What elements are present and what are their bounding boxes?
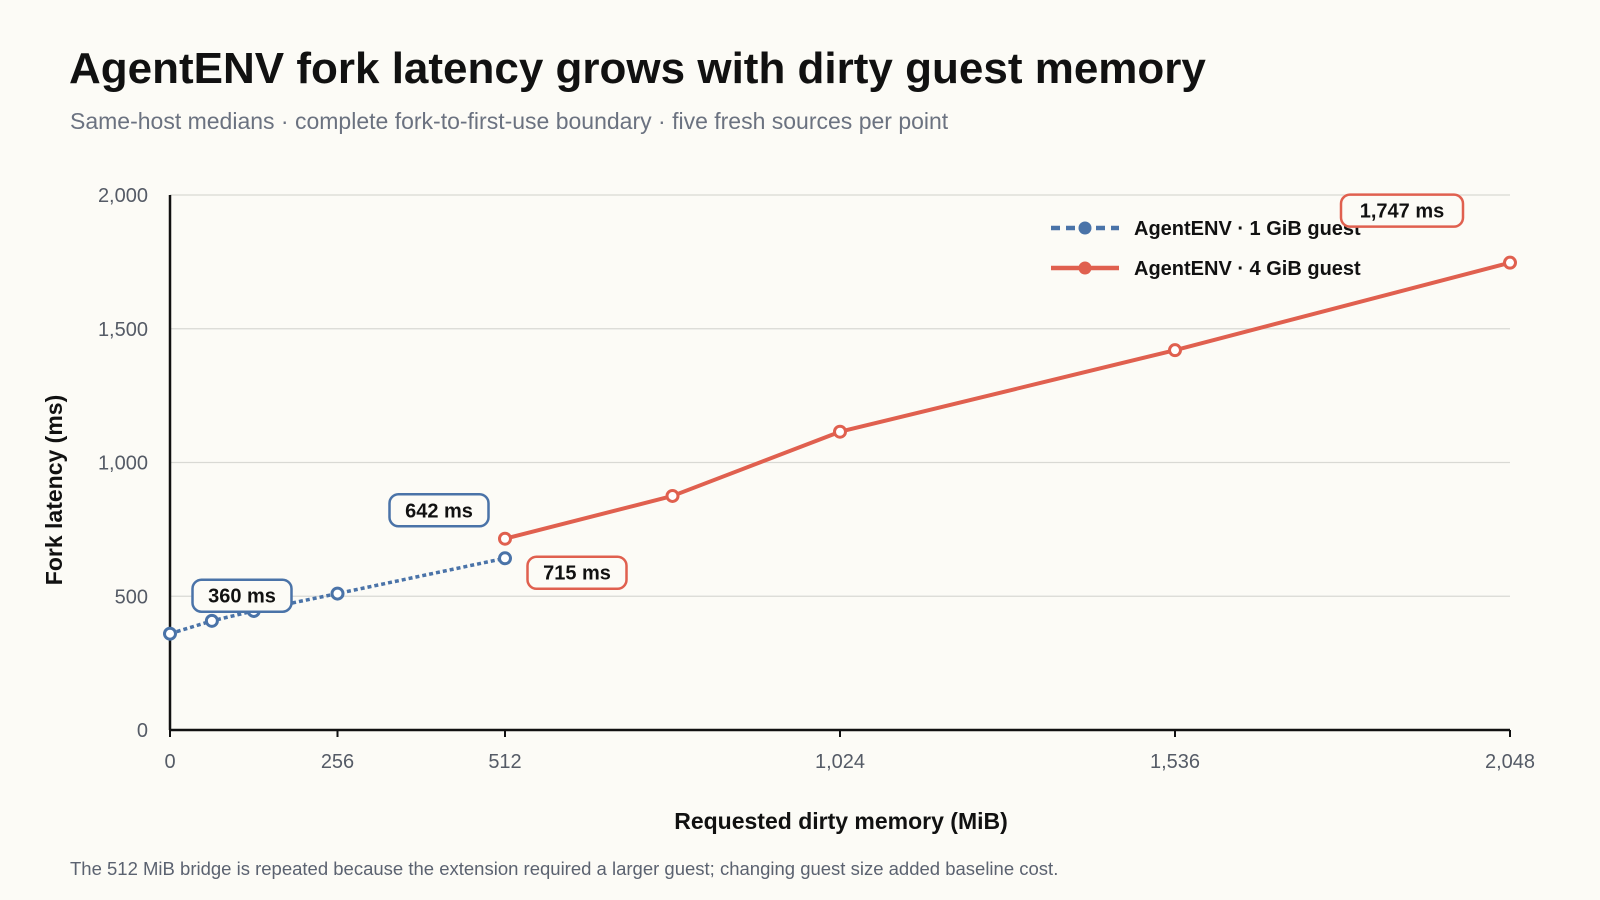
annotation-box [191,578,293,613]
data-point [204,613,219,628]
y-axis-title: Fork latency (ms) [41,395,67,585]
data-point [833,424,847,439]
annotation-label: 715 ms [543,563,611,585]
annotation-box [526,555,628,590]
x-tick-label: 512 [488,751,521,773]
chart-title: AgentENV fork latency grows with dirty g… [69,44,1206,93]
annotation-layer: 360 ms 642 ms 715 ms 1,747 ms [191,193,1465,613]
y-tick-label: 0 [137,720,148,742]
y-tick-label: 2,000 [98,185,148,207]
data-point [330,586,345,601]
legend-label: AgentENV · 4 GiB guest [1134,258,1361,280]
data-point [665,488,680,503]
data-point [498,551,512,566]
x-tick-label: 1,024 [815,751,865,773]
data-point [1503,255,1517,270]
y-tick-label: 1,500 [98,319,148,341]
annotation-label: 642 ms [405,500,473,522]
x-tick-label: 0 [164,751,175,773]
axis-layer: 0 500 1,000 1,500 2,000 0 256 512 1,024 1,536 2,04… [98,185,1535,773]
legend-swatch-marker [1078,261,1092,275]
grid-layer [170,194,1510,597]
annotation-label: 1,747 ms [1360,201,1445,223]
series-layer [163,255,1517,641]
series-line-2 [503,260,1512,541]
annotation-label: 360 ms [208,586,276,608]
annotation-box [388,493,490,528]
x-tick-label: 2,048 [1485,751,1535,773]
y-tick-label: 1,000 [98,453,148,475]
data-point [163,626,177,641]
x-axis-title: Requested dirty memory (MiB) [674,808,1008,834]
chart-subtitle: Same-host medians · complete fork-to-fir… [70,108,949,134]
legend-swatch-marker [1078,221,1092,235]
legend: AgentENV · 1 GiB guest AgentENV · 4 GiB g… [1051,218,1361,280]
y-tick-label: 500 [115,586,148,608]
chart-footnote: The 512 MiB bridge is repeated because t… [70,858,1059,879]
x-tick-label: 256 [321,751,354,773]
x-tick-label: 1,536 [1150,751,1200,773]
legend-label: AgentENV · 1 GiB guest [1134,218,1361,240]
annotation-box [1339,193,1465,228]
data-point [498,531,512,546]
data-point [1168,343,1182,358]
